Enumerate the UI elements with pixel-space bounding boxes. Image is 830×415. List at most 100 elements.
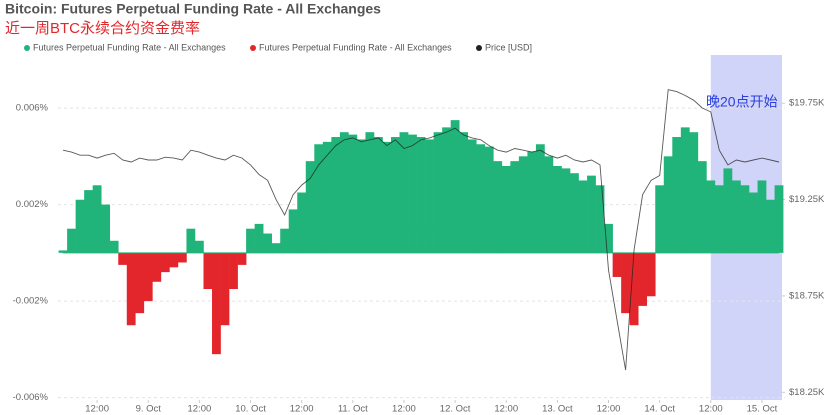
funding-bar (680, 127, 690, 253)
funding-bar (518, 156, 528, 253)
funding-bar (740, 185, 750, 253)
funding-bar (501, 165, 511, 253)
funding-bar (484, 146, 494, 253)
funding-bar (339, 132, 349, 253)
funding-bar (766, 199, 775, 253)
y-tick-label: -0.006% (13, 392, 49, 403)
funding-bar (638, 252, 648, 306)
funding-bar (442, 127, 451, 253)
funding-bar (689, 132, 699, 253)
funding-bar (544, 156, 554, 253)
funding-bar (143, 252, 153, 302)
funding-bar (263, 233, 272, 253)
funding-bar (212, 252, 221, 355)
funding-bar (84, 190, 93, 253)
funding-bar (186, 228, 196, 253)
y-tick-label: 0.002% (16, 199, 49, 210)
x-tick-label: 10. Oct (235, 404, 266, 415)
funding-bar (126, 252, 136, 326)
legend-marker (476, 45, 482, 51)
funding-bar (416, 137, 426, 253)
funding-bar (271, 243, 281, 253)
funding-bar (774, 185, 784, 253)
funding-bar (305, 161, 315, 253)
funding-bar (237, 252, 247, 265)
funding-bar (75, 199, 85, 253)
funding-bar (527, 151, 537, 253)
funding-bar (425, 139, 434, 253)
funding-bar (706, 180, 716, 253)
funding-bar (160, 252, 170, 273)
legend-marker (24, 45, 30, 51)
y2-tick-label: $19.75K (789, 98, 825, 109)
funding-bar (433, 132, 443, 253)
price-line (62, 89, 780, 371)
funding-bar (169, 252, 179, 268)
funding-bar (314, 144, 324, 253)
x-tick-label: 12:00 (187, 404, 211, 415)
funding-bar (365, 132, 375, 253)
funding-bar (672, 137, 682, 253)
funding-bar (570, 173, 579, 253)
x-tick-label: 12:00 (85, 404, 109, 415)
funding-bar (629, 252, 639, 326)
funding-bar (757, 180, 767, 253)
x-tick-label: 14. Oct (644, 404, 675, 415)
funding-bar (92, 185, 102, 253)
x-tick-label: 12:00 (699, 404, 723, 415)
funding-bar (604, 223, 613, 253)
legend-label: Futures Perpetual Funding Rate - All Exc… (33, 42, 226, 52)
funding-bar (723, 168, 733, 253)
funding-bar (535, 144, 545, 253)
funding-bar (58, 250, 68, 253)
funding-bar (749, 192, 758, 253)
funding-bar (646, 252, 656, 297)
funding-bar (177, 252, 187, 263)
funding-bar (280, 228, 290, 253)
funding-bar (587, 175, 596, 253)
funding-bar (220, 252, 230, 326)
chart-subtitle: 近一周BTC永续合约资金费率 (5, 20, 200, 37)
funding-bar (67, 228, 76, 253)
y2-tick-label: $19.25K (789, 194, 825, 205)
funding-bar (246, 228, 255, 253)
funding-bar (101, 204, 111, 253)
funding-bar (655, 185, 665, 253)
funding-bar (391, 137, 400, 253)
funding-bar (382, 141, 392, 253)
chart-title: Bitcoin: Futures Perpetual Funding Rate … (5, 1, 381, 17)
legend-label: Price [USD] (485, 42, 532, 52)
funding-bar (408, 134, 417, 253)
funding-bar (297, 192, 307, 253)
funding-bar (697, 161, 707, 253)
funding-bar (399, 132, 409, 253)
funding-bar (288, 209, 298, 253)
y-tick-label: -0.002% (13, 296, 49, 307)
funding-bar (493, 161, 503, 253)
x-tick-label: 13. Oct (542, 404, 573, 415)
funding-bar (203, 252, 213, 290)
funding-bar (552, 165, 562, 253)
funding-bar (561, 168, 571, 253)
funding-bar (254, 223, 264, 253)
funding-bar (459, 132, 469, 253)
funding-bar (322, 141, 332, 253)
x-tick-label: 12. Oct (440, 404, 471, 415)
funding-bar (356, 139, 366, 253)
funding-bar (612, 252, 622, 277)
funding-bar (467, 139, 477, 253)
funding-bar (510, 161, 520, 253)
x-tick-label: 11. Oct (338, 404, 368, 415)
annotation: 晚20点开始 (706, 94, 778, 110)
y2-tick-label: $18.75K (789, 290, 825, 301)
funding-bar (135, 252, 145, 314)
funding-bar (621, 252, 630, 314)
funding-bar (152, 252, 162, 282)
funding-bar (450, 120, 460, 253)
funding-bar (229, 252, 238, 290)
funding-bar (476, 144, 486, 253)
funding-bar (194, 240, 204, 253)
funding-bar (331, 137, 341, 253)
funding-bar (118, 252, 128, 265)
